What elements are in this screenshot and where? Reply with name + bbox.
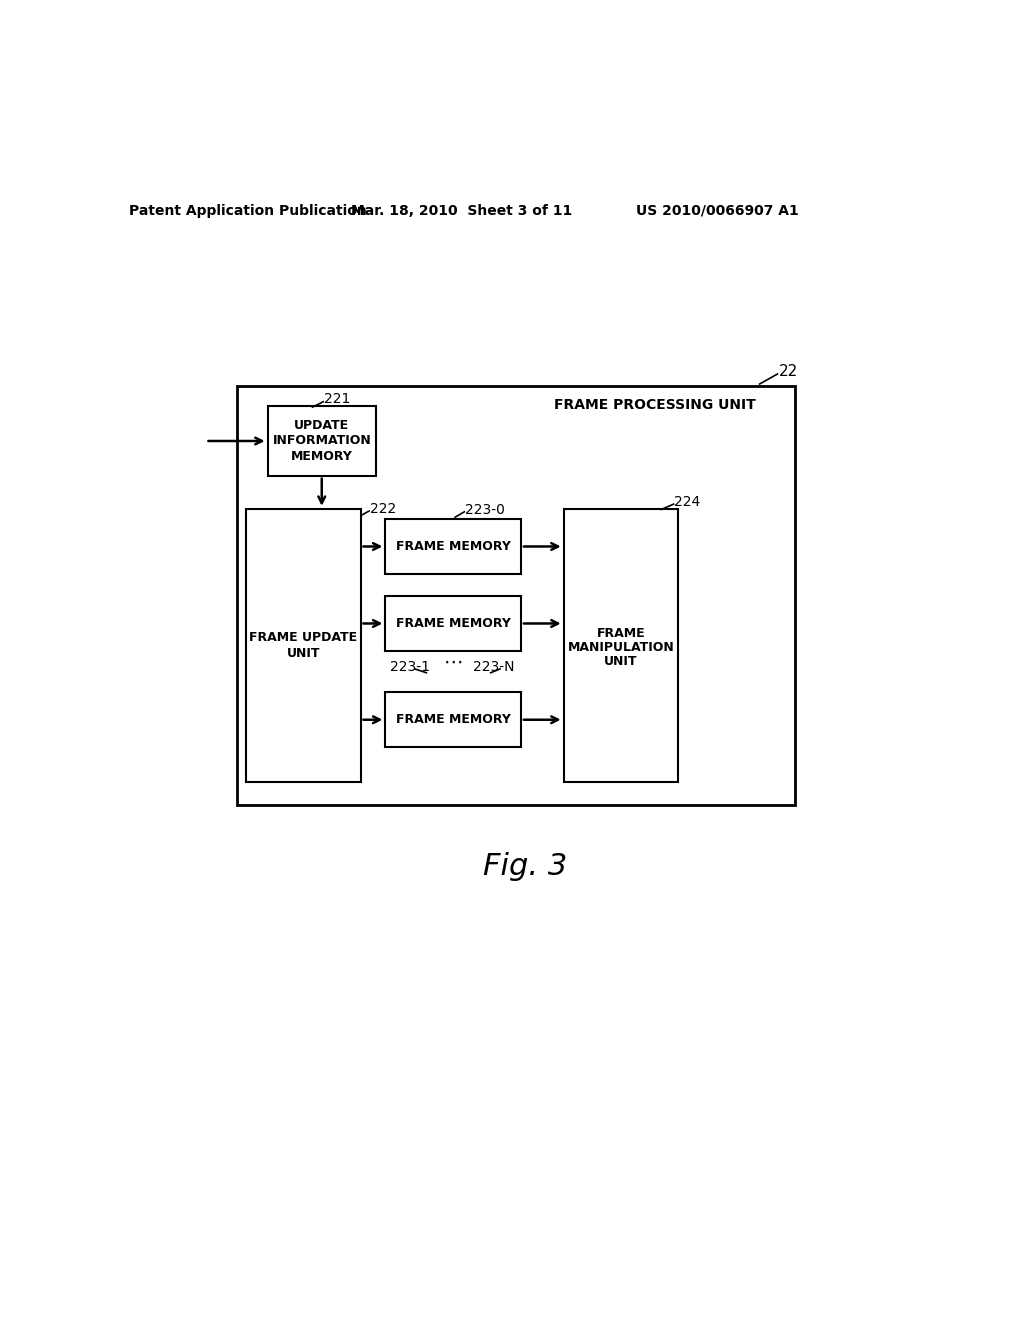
Text: FRAME MEMORY: FRAME MEMORY (395, 616, 511, 630)
Text: 221: 221 (324, 392, 350, 407)
Text: 224: 224 (675, 495, 700, 508)
Text: Mar. 18, 2010  Sheet 3 of 11: Mar. 18, 2010 Sheet 3 of 11 (350, 203, 571, 218)
Text: 223-N: 223-N (473, 660, 514, 673)
Bar (385, 519, 521, 574)
Text: 223-0: 223-0 (465, 503, 505, 516)
Text: 222: 222 (370, 502, 396, 516)
Text: US 2010/0066907 A1: US 2010/0066907 A1 (636, 203, 799, 218)
Text: ⋯: ⋯ (443, 652, 463, 672)
Text: FRAME PROCESSING UNIT: FRAME PROCESSING UNIT (554, 397, 756, 412)
Text: FRAME UPDATE: FRAME UPDATE (249, 631, 357, 644)
Text: MEMORY: MEMORY (291, 450, 352, 463)
Text: 22: 22 (779, 364, 799, 379)
Text: INFORMATION: INFORMATION (272, 434, 371, 447)
Bar (563, 508, 678, 781)
Text: Fig. 3: Fig. 3 (482, 853, 567, 882)
Bar (237, 385, 795, 805)
Text: UNIT: UNIT (287, 647, 319, 660)
Text: UPDATE: UPDATE (294, 418, 349, 432)
Text: MANIPULATION: MANIPULATION (567, 642, 674, 655)
Bar (385, 692, 521, 747)
Text: UNIT: UNIT (604, 655, 638, 668)
Text: FRAME MEMORY: FRAME MEMORY (395, 540, 511, 553)
Text: FRAME MEMORY: FRAME MEMORY (395, 713, 511, 726)
Text: 223-1: 223-1 (390, 660, 430, 673)
Bar (267, 407, 376, 475)
Text: Patent Application Publication: Patent Application Publication (129, 203, 367, 218)
Bar (246, 508, 360, 781)
Text: FRAME: FRAME (597, 627, 645, 640)
Bar (385, 595, 521, 651)
